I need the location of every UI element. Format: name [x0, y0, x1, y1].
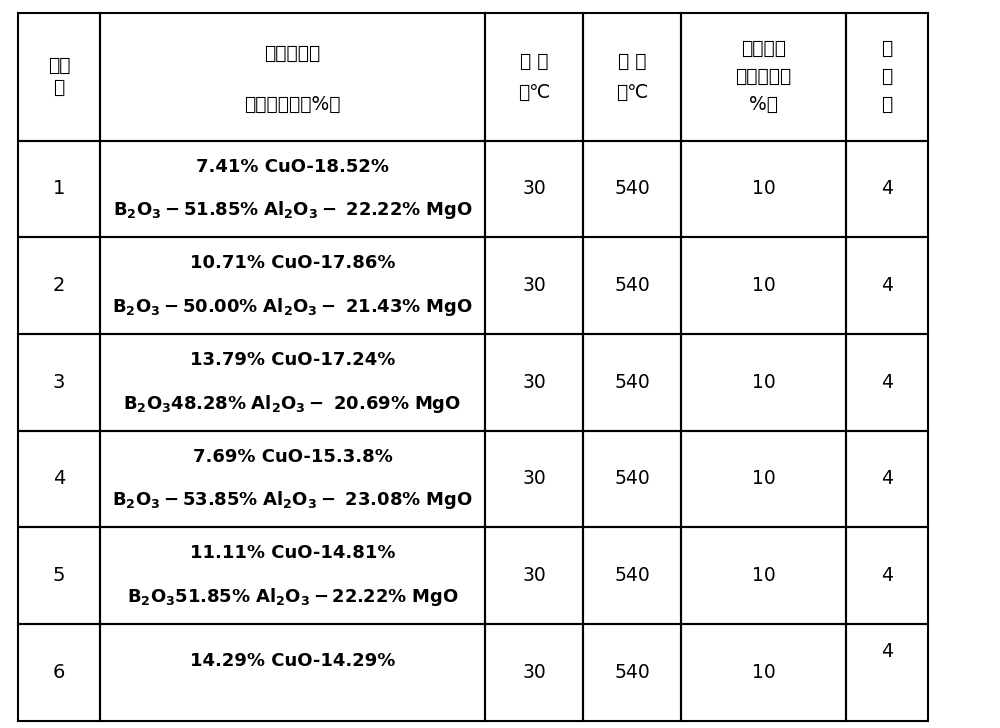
Text: 5: 5	[53, 566, 65, 585]
Bar	[583, 527, 681, 624]
Text: 4: 4	[881, 641, 893, 660]
Text: 10.71% CuO-17.86%: 10.71% CuO-17.86%	[190, 254, 395, 272]
Text: 10: 10	[752, 566, 775, 585]
Text: （重量百分比%）: （重量百分比%）	[244, 95, 341, 114]
Text: 10: 10	[752, 663, 775, 682]
Bar	[583, 237, 681, 334]
Text: 30: 30	[522, 566, 546, 585]
Text: 10: 10	[752, 373, 775, 392]
Bar	[583, 13, 681, 141]
Bar	[100, 334, 485, 431]
Bar	[846, 237, 928, 334]
Text: $\mathbf{B_{2}O_{3}48.28\%\ Al_{2}O_{3}-\ 20.69\%\ MgO}$: $\mathbf{B_{2}O_{3}48.28\%\ Al_{2}O_{3}-…	[123, 392, 462, 414]
Bar	[681, 527, 846, 624]
Text: 10: 10	[752, 470, 775, 488]
Text: 1: 1	[53, 179, 65, 198]
Bar	[18, 141, 100, 237]
Bar	[100, 13, 485, 141]
Bar	[18, 13, 100, 141]
Text: $\mathbf{B_{2}O_{3}51.85\%\ Al_{2}O_{3}-22.22\%\ MgO}$: $\mathbf{B_{2}O_{3}51.85\%\ Al_{2}O_{3}-…	[127, 586, 458, 608]
Bar	[485, 624, 583, 721]
Bar	[846, 624, 928, 721]
Bar	[846, 13, 928, 141]
Text: 7.41% CuO-18.52%: 7.41% CuO-18.52%	[196, 158, 389, 175]
Text: 催化
剂: 催化 剂	[48, 56, 70, 98]
Bar	[100, 141, 485, 237]
Bar	[681, 334, 846, 431]
Text: 2: 2	[53, 276, 65, 295]
Text: 13.79% CuO-17.24%: 13.79% CuO-17.24%	[190, 351, 395, 369]
Bar	[100, 527, 485, 624]
Text: 30: 30	[522, 179, 546, 198]
Bar	[583, 141, 681, 237]
Bar	[846, 527, 928, 624]
Text: $\mathbf{B_{2}O_{3}-51.85\%\ Al_{2}O_{3}-\ 22.22\%\ MgO}$: $\mathbf{B_{2}O_{3}-51.85\%\ Al_{2}O_{3}…	[113, 199, 472, 221]
Bar	[485, 334, 583, 431]
Bar	[18, 237, 100, 334]
Bar	[100, 624, 485, 721]
Bar	[485, 431, 583, 527]
Bar	[18, 527, 100, 624]
Text: 催化剂组成: 催化剂组成	[264, 44, 321, 63]
Bar	[846, 141, 928, 237]
Bar	[18, 334, 100, 431]
Text: 540: 540	[614, 566, 650, 585]
Text: 540: 540	[614, 663, 650, 682]
Text: 14.29% CuO-14.29%: 14.29% CuO-14.29%	[190, 652, 395, 670]
Text: 4: 4	[53, 470, 65, 488]
Text: 540: 540	[614, 179, 650, 198]
Bar	[681, 13, 846, 141]
Text: 10: 10	[752, 276, 775, 295]
Bar	[583, 624, 681, 721]
Text: 4: 4	[881, 373, 893, 392]
Text: 11.11% CuO-14.81%: 11.11% CuO-14.81%	[190, 545, 395, 563]
Bar	[485, 141, 583, 237]
Text: 4: 4	[881, 179, 893, 198]
Text: 30: 30	[522, 276, 546, 295]
Text: 4: 4	[881, 566, 893, 585]
Text: 浸 渍
温℃: 浸 渍 温℃	[518, 52, 550, 102]
Bar	[485, 13, 583, 141]
Bar	[18, 624, 100, 721]
Bar	[681, 237, 846, 334]
Text: 焙 烧
温℃: 焙 烧 温℃	[616, 52, 648, 102]
Bar	[485, 237, 583, 334]
Text: 烧
时
间: 烧 时 间	[881, 39, 893, 114]
Text: 3: 3	[53, 373, 65, 392]
Bar	[681, 141, 846, 237]
Text: 6: 6	[53, 663, 65, 682]
Text: $\mathbf{B_{2}O_{3}-53.85\%\ Al_{2}O_{3}-\ 23.08\%\ MgO}$: $\mathbf{B_{2}O_{3}-53.85\%\ Al_{2}O_{3}…	[112, 489, 473, 511]
Text: 540: 540	[614, 276, 650, 295]
Text: 30: 30	[522, 663, 546, 682]
Text: 540: 540	[614, 470, 650, 488]
Bar	[846, 431, 928, 527]
Bar	[100, 237, 485, 334]
Text: 4: 4	[881, 276, 893, 295]
Text: 7.69% CuO-15.3.8%: 7.69% CuO-15.3.8%	[193, 448, 392, 466]
Bar	[681, 624, 846, 721]
Text: 540: 540	[614, 373, 650, 392]
Bar	[100, 431, 485, 527]
Bar	[681, 431, 846, 527]
Text: 30: 30	[522, 373, 546, 392]
Text: $\mathbf{B_{2}O_{3}-50.00\%\ Al_{2}O_{3}-\ 21.43\%\ MgO}$: $\mathbf{B_{2}O_{3}-50.00\%\ Al_{2}O_{3}…	[112, 296, 473, 318]
Text: 硝酸浓度
（质量分数
%）: 硝酸浓度 （质量分数 %）	[735, 39, 792, 114]
Bar	[583, 431, 681, 527]
Text: 4: 4	[881, 470, 893, 488]
Bar	[485, 527, 583, 624]
Text: 30: 30	[522, 470, 546, 488]
Bar	[18, 431, 100, 527]
Text: 10: 10	[752, 179, 775, 198]
Bar	[583, 334, 681, 431]
Bar	[846, 334, 928, 431]
